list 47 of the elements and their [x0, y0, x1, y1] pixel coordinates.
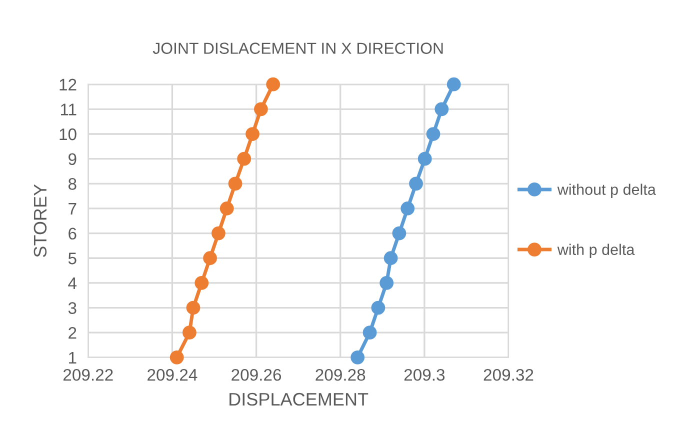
- x-tick-label: 209.24: [148, 368, 198, 381]
- point: [246, 127, 260, 141]
- x-tick-label: 209.26: [232, 368, 282, 381]
- y-tick-label: 3: [68, 302, 76, 314]
- point: [228, 176, 242, 191]
- point: [170, 350, 184, 364]
- point: [203, 251, 217, 266]
- point: [220, 202, 234, 216]
- y-tick-label: 8: [68, 178, 76, 190]
- point: [237, 152, 252, 166]
- y-tick-label: 2: [68, 326, 76, 339]
- chart-title: JOINT DISLACEMENT IN X DIRECTION: [152, 42, 443, 54]
- y-tick-label: 1: [69, 352, 76, 364]
- x-tick-label: 209.32: [484, 368, 534, 381]
- point: [350, 350, 365, 364]
- x-tick-label: 209.22: [63, 368, 113, 381]
- y-axis-title: STOREY: [34, 184, 47, 258]
- point: [418, 152, 432, 166]
- point: [182, 326, 196, 340]
- point: [254, 102, 268, 116]
- point: [194, 276, 209, 290]
- point: [400, 202, 415, 216]
- x-axis-title: DISPLACEMENT: [230, 392, 368, 406]
- y-tick-label: 12: [60, 78, 76, 90]
- point: [380, 276, 394, 290]
- point: [266, 77, 280, 92]
- y-tick-label: 10: [60, 128, 76, 140]
- point: [362, 326, 377, 340]
- y-tick-label: 11: [60, 104, 76, 116]
- y-tick-label: 4: [68, 278, 77, 289]
- x-tick-label: 209.3: [404, 368, 445, 381]
- point: [384, 251, 398, 266]
- legend-label: without p delta: [557, 184, 656, 198]
- point: [186, 300, 200, 315]
- point: [371, 300, 386, 315]
- legend-label: with p delta: [557, 244, 635, 258]
- point: [409, 176, 423, 191]
- point: [392, 226, 406, 240]
- point: [446, 77, 461, 92]
- point: [434, 102, 449, 116]
- point: [426, 127, 440, 141]
- y-tick-label: 6: [68, 228, 76, 240]
- x-tick-label: 209.28: [316, 368, 366, 381]
- point: [212, 226, 226, 240]
- y-tick-label: 7: [68, 203, 76, 215]
- y-tick-label: 5: [68, 252, 76, 264]
- y-tick-label: 9: [68, 153, 76, 166]
